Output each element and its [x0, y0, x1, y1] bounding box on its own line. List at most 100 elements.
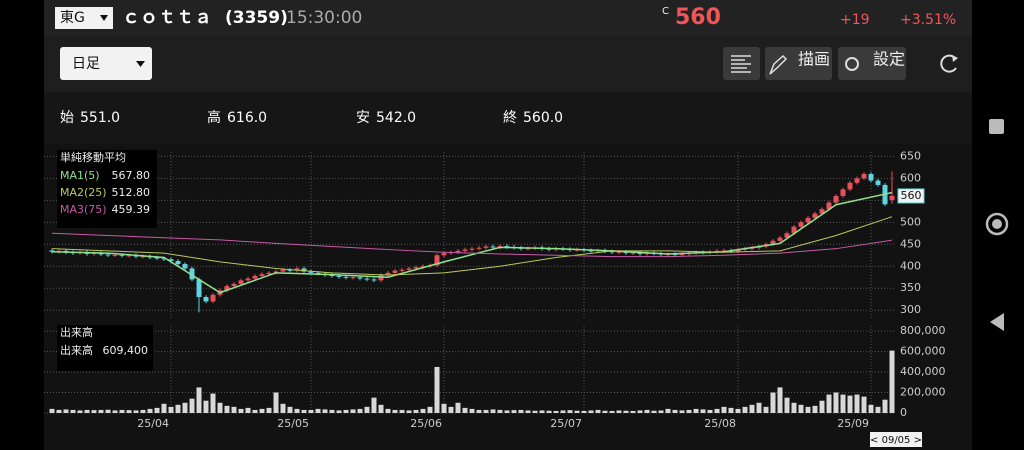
volume-bar [84, 409, 90, 413]
candle-body [889, 195, 895, 200]
volume-bar [630, 410, 636, 413]
volume-bar [266, 407, 272, 413]
volume-bar [735, 408, 741, 413]
volume-bar [140, 409, 146, 413]
list-icon [731, 55, 751, 73]
candle-body [329, 275, 335, 277]
legend-name: MA3(75) [60, 203, 107, 216]
ma-line [51, 191, 893, 294]
market-box[interactable] [55, 7, 113, 29]
volume-bar [567, 410, 573, 413]
nav-recent[interactable] [989, 119, 1004, 134]
cursor-box [870, 432, 922, 447]
candle-body [791, 226, 797, 234]
x-tick-label: 25/05 [277, 417, 309, 430]
candle-body [231, 283, 237, 287]
volume-bar [798, 404, 804, 413]
nav-back[interactable] [990, 313, 1004, 331]
volume-bar [273, 392, 279, 413]
candle-body [245, 278, 251, 281]
draw-button[interactable] [765, 47, 832, 80]
volume-bar [826, 394, 832, 413]
candle-body [735, 249, 741, 252]
stock-code: (3359) [225, 8, 288, 28]
volume-bar [777, 387, 783, 413]
volume-bar [287, 406, 293, 413]
volume-bar [385, 408, 391, 413]
volume-bar [322, 409, 328, 413]
nav-home[interactable] [985, 212, 1009, 236]
volume-bar [784, 397, 790, 413]
candle-body [301, 268, 307, 272]
volume-bar [700, 409, 706, 413]
volume-bar [854, 394, 860, 413]
volume-bar [406, 410, 412, 413]
volume-bar [868, 404, 874, 413]
candle-body [840, 189, 846, 196]
volume-bar [469, 408, 475, 413]
y-tick-label: 600 [900, 171, 921, 184]
volume-bar [336, 410, 342, 413]
legend-value: 567.80 [112, 169, 151, 182]
volume-bar [693, 408, 699, 413]
change-pct: +3.51% [900, 12, 956, 28]
candle-body [259, 274, 265, 276]
volume-bar [70, 409, 76, 413]
price: 560 [675, 5, 721, 30]
volume-bar [861, 396, 867, 413]
ma-line [51, 232, 893, 258]
candle-body [91, 253, 97, 255]
volume-bar [196, 387, 202, 413]
y-tick-label: 800,000 [900, 324, 946, 337]
close-label: 終 [503, 110, 517, 126]
volume-bar [462, 407, 468, 413]
candle-body [630, 252, 636, 254]
candle-body [406, 268, 412, 270]
volume-bar [581, 410, 587, 413]
time: 15:30:00 [286, 8, 362, 28]
candle-body [868, 173, 874, 181]
volume-bar [49, 408, 55, 413]
legend-name: MA2(25) [60, 186, 107, 199]
candle-body [455, 250, 461, 253]
volume-bar [455, 402, 461, 413]
candle-body [154, 257, 160, 259]
x-tick-label: 25/07 [550, 417, 582, 430]
settings-button[interactable] [838, 47, 906, 80]
volume-bar [364, 406, 370, 413]
candle-body [504, 246, 510, 248]
volume-bar [420, 408, 426, 413]
volume-bar [259, 408, 265, 413]
period-select[interactable] [60, 47, 152, 80]
candle-body [161, 258, 167, 260]
volume-bar [161, 403, 167, 413]
volume-bar [882, 399, 888, 413]
high-value: 616.0 [227, 110, 267, 126]
volume-bar [357, 408, 363, 413]
volume-legend-box [57, 325, 153, 371]
volume-bar [707, 409, 713, 413]
volume-bar [56, 409, 62, 413]
volume-bar [182, 402, 188, 413]
volume-bar [672, 409, 678, 413]
header-bar [44, 0, 972, 36]
candle-body [266, 272, 272, 275]
candle-body [364, 278, 370, 280]
refresh-icon[interactable] [940, 54, 957, 73]
candle-body [420, 266, 426, 268]
volume-bar [560, 410, 566, 413]
candle-body [371, 279, 377, 281]
cursor-label: < 09/05 > [870, 435, 922, 446]
volume-legend-title: 出来高 [60, 325, 93, 339]
ohlc-bar [44, 92, 972, 144]
toolbar [44, 36, 972, 92]
period: 日足 [72, 56, 100, 72]
volume-bar [427, 406, 433, 413]
candle-body [826, 202, 832, 210]
volume-bar [665, 408, 671, 413]
volume-bar [105, 409, 111, 413]
volume-bar [119, 409, 125, 413]
pen-icon [769, 54, 788, 75]
c-mark: C [662, 6, 669, 17]
draw-label: 描画 [798, 50, 830, 69]
